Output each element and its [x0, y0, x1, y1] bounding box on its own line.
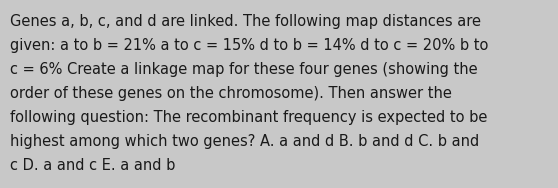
Text: highest among which two genes? A. a and d B. b and d C. b and: highest among which two genes? A. a and … [10, 134, 479, 149]
Text: Genes a, b, c, and d are linked. The following map distances are: Genes a, b, c, and d are linked. The fol… [10, 14, 481, 29]
Text: following question: The recombinant frequency is expected to be: following question: The recombinant freq… [10, 110, 487, 125]
Text: given: a to b = 21% a to c = 15% d to b = 14% d to c = 20% b to: given: a to b = 21% a to c = 15% d to b … [10, 38, 488, 53]
Text: order of these genes on the chromosome). Then answer the: order of these genes on the chromosome).… [10, 86, 452, 101]
Text: c = 6% Create a linkage map for these four genes (showing the: c = 6% Create a linkage map for these fo… [10, 62, 478, 77]
Text: c D. a and c E. a and b: c D. a and c E. a and b [10, 158, 175, 173]
